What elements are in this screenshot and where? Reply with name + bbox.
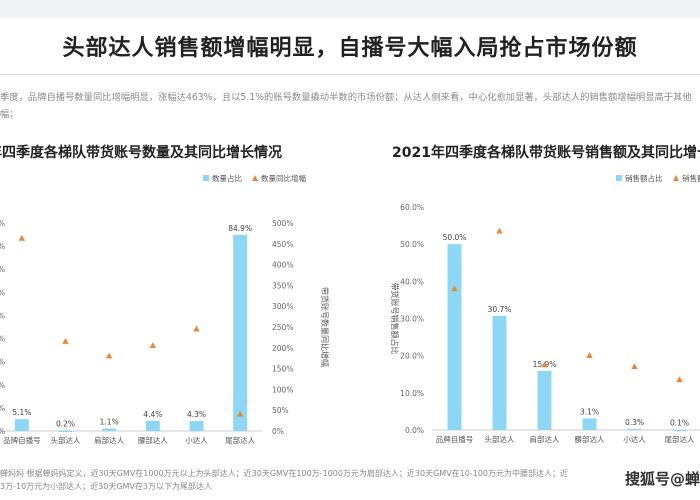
- y-tick-label: %: [0, 265, 5, 274]
- y2-tick-label: 150%: [272, 365, 293, 374]
- x-tick-label: 头部达人: [51, 435, 81, 445]
- bar: [672, 429, 687, 432]
- intro-line: 季度，品牌自播号数量同比增幅明显，涨幅达463%，且以5.1%的账号数量撬动半数…: [0, 92, 692, 103]
- y-tick-label: %: [0, 427, 5, 436]
- legend-label: 数量同比增幅: [261, 173, 306, 183]
- intro-line: 幅；: [0, 109, 19, 120]
- legend-swatch-bar: [203, 175, 209, 181]
- x-tick-label: 肩部达人: [530, 434, 560, 444]
- x-tick-label: 腰部达人: [138, 435, 168, 445]
- y-axis-label: 带货账号销售额占比: [390, 283, 400, 355]
- source-line: 蝉妈妈 根据蝉妈妈定义，近30天GMV在1000万元以上为头部达人；近30天GM…: [0, 469, 569, 478]
- y-tick-label: %: [0, 404, 5, 413]
- growth-marker: [586, 352, 593, 358]
- y-tick-label: %: [0, 288, 5, 297]
- growth-marker: [105, 352, 113, 359]
- x-tick-label: 肩部达人: [94, 435, 124, 445]
- y-tick-label: %: [0, 381, 5, 390]
- top-band: [0, 0, 700, 18]
- source-line: 3万-10万元为小部达人；近30天GMV在3万以下为尾部达人: [0, 482, 212, 491]
- x-tick-label: 品牌自播号: [3, 435, 41, 445]
- bar-value-label: 4.4%: [143, 410, 162, 419]
- y-tick-label: 60.0%: [400, 203, 424, 212]
- bar-value-label: 0.1%: [670, 419, 689, 428]
- chart-1-title: 年四季度各梯队带货账号数量及其同比增长情况: [0, 145, 282, 161]
- growth-marker: [451, 285, 458, 292]
- x-tick-label: 尾部达人: [665, 434, 695, 444]
- bar: [189, 421, 204, 431]
- growth-marker: [193, 325, 200, 332]
- y2-tick-label: 400%: [272, 261, 293, 270]
- y2-tick-label: 200%: [272, 344, 293, 353]
- bar-value-label: 0.2%: [56, 420, 75, 429]
- y2-tick-label: 100%: [272, 385, 293, 394]
- y2-tick-label: 500%: [272, 219, 293, 228]
- y-tick-label: 50.0%: [400, 240, 424, 249]
- bar: [102, 428, 117, 431]
- x-tick-label: 品牌自播号: [436, 434, 474, 444]
- y-tick-label: 30.0%: [400, 315, 424, 324]
- growth-marker: [236, 410, 244, 417]
- x-tick-label: 头部达人: [485, 434, 515, 444]
- growth-marker: [496, 227, 503, 234]
- intro-text: 季度，品牌自播号数量同比增幅明显，涨幅达463%，且以5.1%的账号数量撬动半数…: [0, 89, 700, 123]
- growth-marker: [541, 361, 548, 368]
- x-tick-label: 尾部达人: [225, 435, 255, 445]
- bar-value-label: 84.9%: [228, 224, 252, 233]
- bar-value-label: 0.3%: [625, 418, 644, 427]
- x-tick-label: 小达人: [185, 435, 208, 445]
- y2-tick-label: 250%: [272, 323, 293, 332]
- legend-swatch-bar: [616, 175, 622, 181]
- y2-tick-label: 0%: [272, 427, 284, 436]
- bar-value-label: 5.1%: [12, 408, 31, 417]
- y-tick-label: 0.0%: [405, 426, 424, 435]
- bar: [447, 244, 462, 430]
- bar-value-label: 4.3%: [187, 410, 206, 419]
- legend-swatch-marker: [673, 175, 679, 181]
- y-tick-label: 40.0%: [400, 277, 424, 286]
- bar-value-label: 3.1%: [580, 407, 599, 416]
- y2-axis-label: 带货账号数量同比增幅: [320, 287, 330, 367]
- bar-value-label: 30.7%: [488, 305, 512, 314]
- bar: [14, 419, 29, 431]
- source-note: 蝉妈妈 根据蝉妈妈定义，近30天GMV在1000万元以上为头部达人；近30天GM…: [0, 467, 620, 493]
- y-tick-label: %: [0, 335, 5, 344]
- bar: [145, 420, 160, 431]
- bar: [492, 315, 507, 430]
- y-tick-label: %: [0, 358, 5, 367]
- title-divider: [0, 74, 700, 75]
- y-tick-label: 20.0%: [400, 352, 424, 361]
- bar: [627, 428, 642, 431]
- y2-tick-label: 350%: [272, 281, 293, 290]
- x-tick-label: 腰部达人: [575, 434, 605, 444]
- bar: [582, 418, 597, 430]
- bar: [58, 430, 73, 433]
- y-tick-label: 10.0%: [400, 389, 424, 398]
- chart-2-title: 2021年四季度各梯队带货账号销售额及其同比增长情: [392, 145, 700, 161]
- legend-label: 销售额占比: [625, 173, 663, 183]
- bar-value-label: 50.0%: [443, 233, 467, 242]
- y-tick-label: %: [0, 219, 5, 228]
- y-tick-label: %: [0, 311, 5, 320]
- y-tick-label: %: [0, 242, 5, 251]
- growth-marker: [631, 363, 638, 370]
- growth-marker: [676, 376, 683, 383]
- watermark: 搜狐号@蝉: [624, 470, 700, 488]
- bar: [233, 234, 248, 431]
- growth-marker: [62, 338, 69, 344]
- page-title: 头部达人销售额增幅明显，自播号大幅入局抢占市场份额: [62, 36, 638, 61]
- growth-marker: [18, 234, 26, 241]
- legend-label: 数量占比: [212, 173, 242, 183]
- growth-marker: [149, 342, 157, 349]
- y2-tick-label: 50%: [272, 406, 289, 415]
- bar: [537, 370, 552, 430]
- legend-swatch-marker: [252, 175, 258, 181]
- x-tick-label: 小达人: [623, 434, 646, 444]
- y2-tick-label: 300%: [272, 302, 293, 311]
- y2-tick-label: 450%: [272, 240, 293, 249]
- bar-value-label: 1.1%: [100, 417, 119, 426]
- legend-label: 销售额同: [682, 173, 700, 183]
